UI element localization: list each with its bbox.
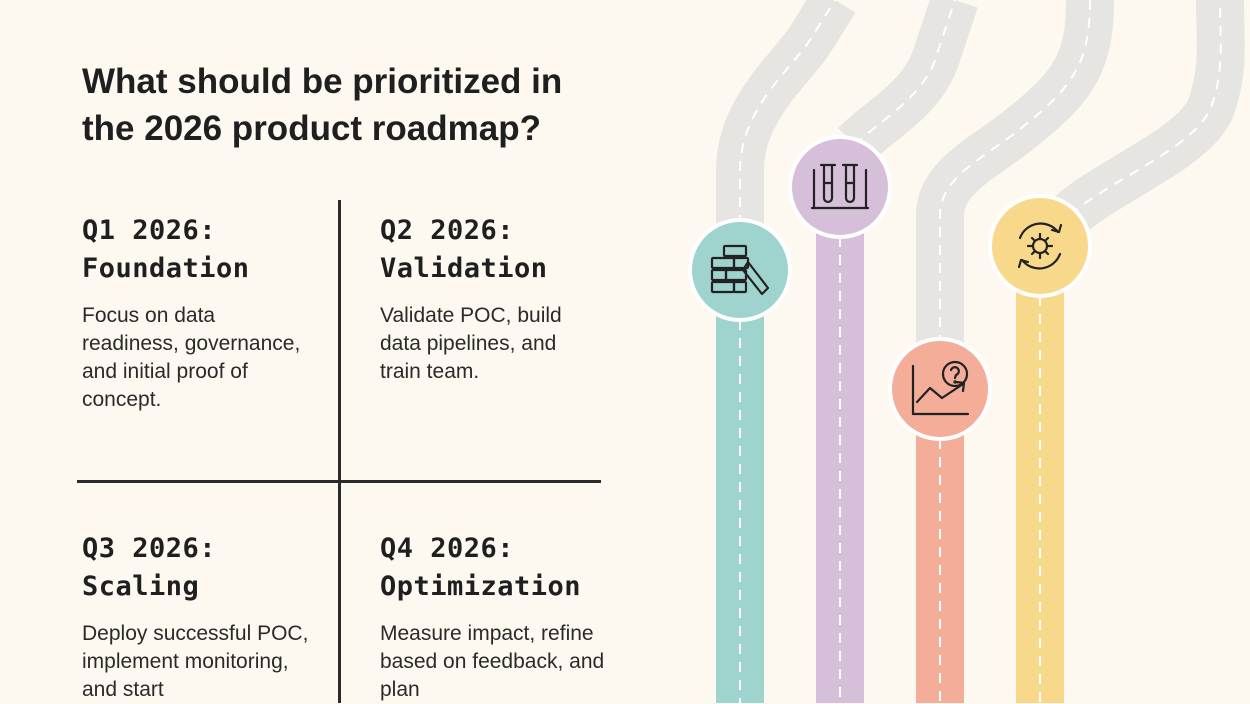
colored-roads	[716, 187, 1064, 703]
quarter-q3: Q3 2026: Scaling Deploy successful POC, …	[82, 530, 322, 704]
q1-description: Focus on data readiness, governance, and…	[82, 304, 301, 411]
q4-title-line-1: Q4 2026:	[380, 533, 515, 564]
q1-title: Q1 2026: Foundation	[82, 212, 312, 288]
horizontal-divider	[77, 480, 601, 483]
page-title: What should be prioritized in the 2026 p…	[82, 58, 642, 152]
q4-description: Measure impact, refine based on feedback…	[380, 622, 605, 701]
vertical-divider	[338, 200, 341, 703]
title-line-1: What should be prioritized in	[82, 62, 563, 101]
gear-cycle-icon	[988, 194, 1092, 298]
q3-title-line-2: Scaling	[82, 571, 200, 602]
grey-road-3-center	[939, 0, 1091, 345]
q3-description: Deploy successful POC, implement monitor…	[82, 622, 309, 701]
grey-road-2-center	[854, 0, 956, 146]
q3-title: Q3 2026: Scaling	[82, 530, 322, 606]
grey-roads	[716, 0, 1245, 345]
building-blocks-icon	[688, 218, 792, 322]
test-tubes-icon	[788, 135, 892, 239]
grey-road-2	[838, 0, 978, 163]
q2-description: Validate POC, build data pipelines, and …	[380, 304, 562, 383]
quarter-q2: Q2 2026: Validation Validate POC, build …	[380, 212, 600, 386]
q4-title: Q4 2026: Optimization	[380, 530, 620, 606]
grey-road-1-center	[739, 0, 836, 225]
q3-title-line-1: Q3 2026:	[82, 533, 217, 564]
q2-title: Q2 2026: Validation	[380, 212, 600, 288]
title-line-2: the 2026 product roadmap?	[82, 109, 541, 148]
q4-title-line-2: Optimization	[380, 571, 582, 602]
quarter-q1: Q1 2026: Foundation Focus on data readin…	[82, 212, 312, 414]
q2-title-line-2: Validation	[380, 253, 548, 284]
roadmap-graphic	[688, 0, 1245, 703]
q1-title-line-2: Foundation	[82, 253, 250, 284]
q2-title-line-1: Q2 2026:	[380, 215, 515, 246]
quarter-q4: Q4 2026: Optimization Measure impact, re…	[380, 530, 620, 704]
chart-question-icon	[888, 337, 992, 441]
grey-road-4-center	[1069, 0, 1222, 216]
q1-title-line-1: Q1 2026:	[82, 215, 217, 246]
